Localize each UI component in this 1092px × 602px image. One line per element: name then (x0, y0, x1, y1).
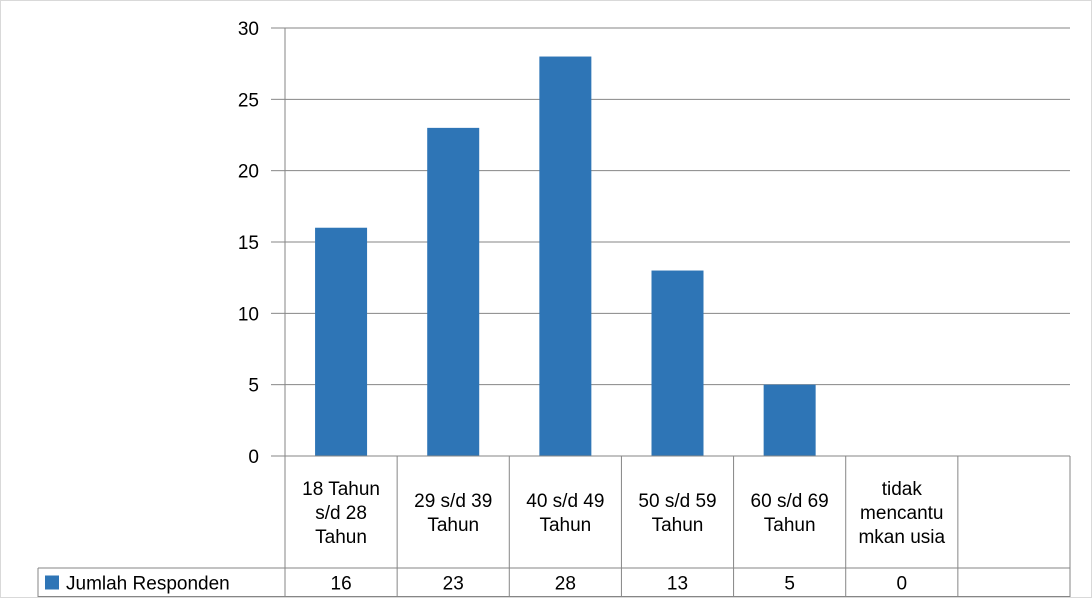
table-value-6: 0 (896, 574, 907, 595)
x-category-label-3-line-2: Tahun (539, 515, 591, 536)
x-category-label-2-line-2: Tahun (427, 515, 479, 536)
x-category-label-3-line-1: 40 s/d 49 (526, 491, 604, 512)
x-category-label-6-line-1: tidak (882, 479, 923, 500)
x-category-label-6-line-2: mencantu (860, 503, 943, 524)
y-tick-label-15: 15 (238, 233, 259, 254)
bar-5 (763, 384, 816, 456)
table-value-3: 28 (555, 574, 576, 595)
bar-2 (427, 127, 480, 456)
legend-series-name: Jumlah Responden (66, 574, 230, 595)
y-tick-label-5: 5 (248, 376, 259, 397)
bar-4 (651, 270, 704, 456)
table-value-5: 5 (784, 574, 795, 595)
x-category-label-6-line-3: mkan usia (858, 527, 945, 548)
y-tick-label-20: 20 (238, 162, 259, 183)
y-tick-label-10: 10 (238, 304, 259, 325)
y-axis: 0 5 10 15 20 25 30 (238, 19, 286, 468)
x-category-label-1-line-2: s/d 28 (315, 503, 367, 524)
bar-1 (315, 227, 368, 456)
table-value-4: 13 (667, 574, 688, 595)
bars (315, 56, 816, 457)
x-category-label-4-line-1: 50 s/d 59 (638, 491, 716, 512)
bar-3 (539, 56, 592, 457)
x-category-label-5-line-2: Tahun (764, 515, 816, 536)
x-category-label-2-line-1: 29 s/d 39 (414, 491, 492, 512)
gridlines (285, 27, 1070, 386)
table-value-1: 16 (331, 574, 352, 595)
y-tick-label-30: 30 (238, 19, 259, 40)
table-value-2: 23 (443, 574, 464, 595)
x-category-label-5-line-1: 60 s/d 69 (751, 491, 829, 512)
x-category-label-1-line-1: 18 Tahun (302, 479, 380, 500)
data-table: 18 Tahun s/d 28 Tahun 29 s/d 39 Tahun 40 s/d … (37, 455, 1071, 597)
x-category-label-4-line-2: Tahun (652, 515, 704, 536)
legend-swatch (45, 575, 59, 590)
y-tick-label-25: 25 (238, 90, 259, 111)
x-category-label-1-line-3: Tahun (315, 527, 367, 548)
y-tick-label-0: 0 (248, 447, 259, 468)
